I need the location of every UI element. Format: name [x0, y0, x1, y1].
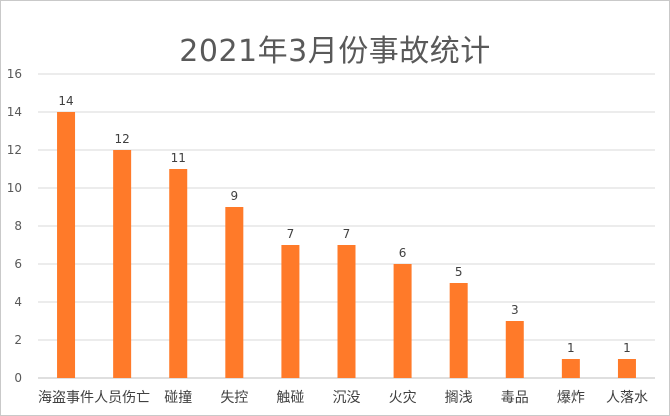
x-tick-label: 火灾: [389, 389, 417, 406]
y-tick-label: 8: [14, 219, 22, 233]
y-tick-label: 10: [7, 181, 22, 195]
bar: [561, 359, 580, 378]
y-tick-label: 2: [14, 333, 22, 347]
y-tick-label: 0: [14, 371, 22, 385]
data-label: 9: [230, 189, 238, 203]
x-tick-label: 爆炸: [557, 390, 585, 406]
data-label: 12: [114, 132, 129, 146]
x-tick-label: 海盗事件: [38, 390, 94, 406]
x-tick-label: 毒品: [501, 390, 529, 406]
data-label: 14: [58, 94, 73, 108]
y-tick-label: 14: [7, 105, 22, 119]
bar: [449, 283, 468, 378]
x-tick-label: 触碰: [276, 390, 304, 406]
x-tick-label: 人落水: [606, 390, 648, 406]
bar: [113, 150, 132, 378]
y-tick-label: 12: [7, 143, 22, 157]
x-tick-label: 搁浅: [445, 390, 473, 406]
data-label: 6: [399, 246, 407, 260]
bar: [337, 245, 356, 378]
data-label: 5: [455, 265, 463, 279]
x-tick-label: 沉没: [333, 390, 361, 406]
bar: [505, 321, 524, 378]
data-label: 1: [567, 341, 575, 355]
bar: [225, 207, 244, 378]
data-label: 11: [171, 151, 186, 165]
bar: [57, 112, 76, 378]
y-tick-label: 4: [14, 295, 22, 309]
data-label: 7: [343, 227, 351, 241]
bar: [281, 245, 300, 378]
data-label: 1: [623, 341, 631, 355]
x-tick-label: 碰撞: [164, 390, 192, 406]
y-tick-label: 6: [14, 257, 22, 271]
data-label: 3: [511, 303, 519, 317]
x-tick-label: 失控: [220, 390, 248, 406]
bar: [169, 169, 188, 378]
bar: [393, 264, 412, 378]
data-label: 7: [287, 227, 295, 241]
x-tick-label: 人员伤亡: [94, 390, 150, 406]
chart-title: 2021年3月份事故统计: [179, 34, 491, 69]
y-tick-label: 16: [7, 67, 22, 81]
bar: [617, 359, 636, 378]
